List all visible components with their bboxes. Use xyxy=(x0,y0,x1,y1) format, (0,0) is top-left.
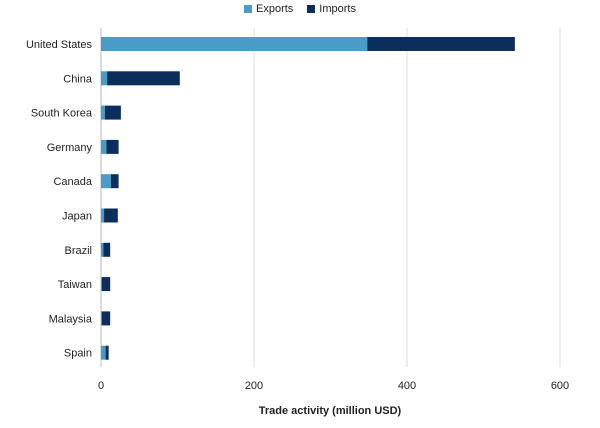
x-tick-label-200: 200 xyxy=(245,380,263,392)
x-axis-title: Trade activity (million USD) xyxy=(259,405,402,417)
bar-imports-canada xyxy=(110,174,119,189)
bar-imports-malaysia xyxy=(101,311,111,326)
category-label-brazil: Brazil xyxy=(64,245,92,257)
bar-exports-brazil xyxy=(101,242,104,257)
category-label-japan: Japan xyxy=(62,211,92,223)
bar-exports-china xyxy=(101,71,108,86)
bar-imports-united-states xyxy=(367,37,515,51)
legend-swatch-exports xyxy=(244,5,252,13)
bar-imports-brazil xyxy=(103,242,111,257)
bar-imports-japan xyxy=(104,208,118,223)
legend-swatch-imports xyxy=(307,5,316,13)
bar-imports-germany xyxy=(106,139,119,154)
legend-label-exports: Exports xyxy=(256,3,294,15)
category-label-china: China xyxy=(63,73,93,85)
legend-label-imports: Imports xyxy=(319,3,356,15)
x-tick-label-600: 600 xyxy=(551,380,569,392)
category-label-spain: Spain xyxy=(64,348,92,360)
legend: Exports Imports xyxy=(0,3,600,15)
x-tick-label-0: 0 xyxy=(98,380,104,392)
bar-exports-japan xyxy=(101,208,105,223)
category-label-taiwan: Taiwan xyxy=(58,279,92,291)
bar-exports-germany xyxy=(101,139,107,154)
category-label-canada: Canada xyxy=(53,176,92,188)
x-tick-label-400: 400 xyxy=(398,380,416,392)
category-label-germany: Germany xyxy=(47,142,93,154)
bar-exports-spain xyxy=(101,345,106,360)
bar-imports-china xyxy=(107,71,180,86)
bar-imports-south-korea xyxy=(104,105,121,120)
category-label-malaysia: Malaysia xyxy=(49,313,93,325)
legend-item-exports: Exports xyxy=(244,3,293,15)
bar-imports-taiwan xyxy=(101,277,111,292)
bar-exports-south-korea xyxy=(101,105,105,120)
legend-item-imports: Imports xyxy=(307,3,356,15)
bar-exports-taiwan xyxy=(101,277,102,292)
bar-imports-spain xyxy=(105,345,109,360)
bar-exports-united-states xyxy=(101,37,368,51)
category-label-south-korea: South Korea xyxy=(31,108,93,120)
bar-exports-malaysia xyxy=(101,311,102,326)
bar-exports-canada xyxy=(101,174,111,189)
category-label-united-states: United States xyxy=(26,39,93,51)
